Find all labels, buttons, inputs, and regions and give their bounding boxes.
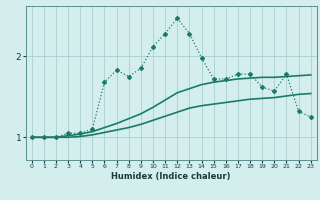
X-axis label: Humidex (Indice chaleur): Humidex (Indice chaleur)	[111, 172, 231, 181]
